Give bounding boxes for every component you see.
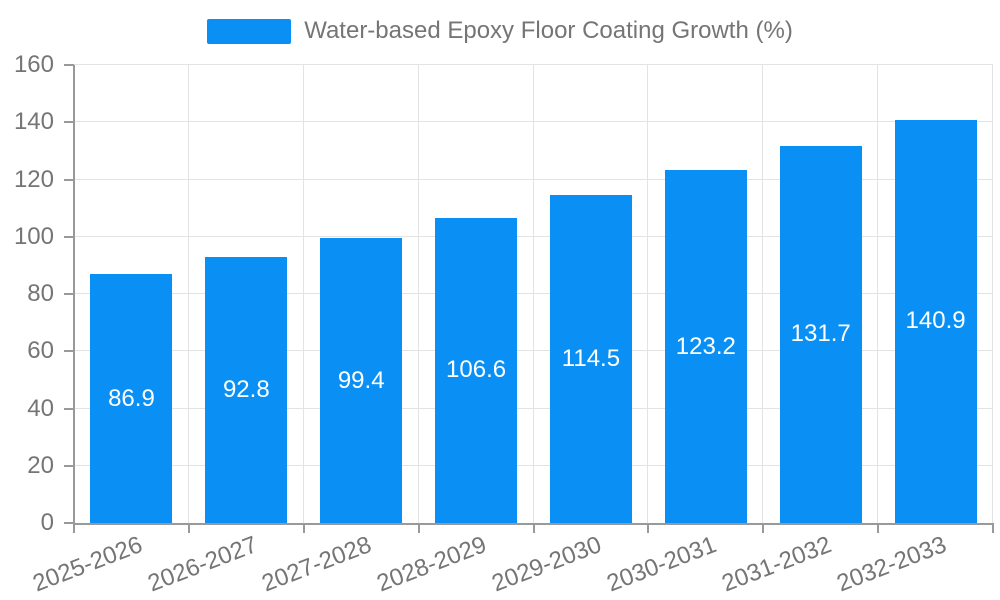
legend-swatch-icon: [207, 18, 292, 44]
bar-value-label: 140.9: [905, 307, 966, 335]
bar[interactable]: 106.6: [435, 217, 518, 523]
x-gridline: [877, 65, 879, 523]
y-axis-tick: [64, 64, 74, 66]
x-gridline: [762, 65, 764, 523]
x-axis-tick-label: 2029-2030: [488, 531, 606, 598]
y-axis-tick-label: 60: [27, 337, 54, 365]
bar[interactable]: 99.4: [320, 238, 403, 523]
x-axis-tick: [647, 523, 650, 533]
bar-value-label: 106.6: [446, 356, 507, 384]
y-axis-tick-label: 20: [27, 451, 54, 479]
bar-value-label: 86.9: [108, 384, 155, 412]
x-axis-tick-label: 2028-2029: [373, 531, 491, 598]
y-axis-tick-label: 100: [13, 222, 54, 250]
y-axis-tick: [64, 178, 74, 181]
bar-value-label: 123.2: [675, 332, 736, 360]
x-axis-tick: [417, 523, 420, 533]
x-axis-tick-label: 2025-2026: [28, 531, 146, 598]
y-axis-tick-label: 40: [27, 394, 54, 422]
y-gridline: [74, 121, 993, 123]
x-axis-tick: [877, 523, 880, 533]
x-axis-tick-label: 2031-2032: [718, 531, 836, 598]
bar[interactable]: 86.9: [90, 274, 173, 523]
x-axis-tick-label: 2027-2028: [258, 531, 376, 598]
y-axis-tick: [64, 350, 74, 353]
x-axis-tick-label: 2030-2031: [603, 531, 721, 598]
y-gridline: [74, 407, 993, 409]
y-axis-tick-label: 140: [13, 108, 54, 136]
x-gridline: [417, 65, 419, 523]
y-gridline: [74, 293, 993, 294]
y-gridline: [74, 464, 993, 466]
x-axis-tick: [762, 523, 765, 533]
y-axis-tick-label: 80: [27, 280, 54, 307]
y-axis-tick: [64, 407, 74, 410]
x-gridline: [532, 65, 534, 523]
y-axis-tick: [64, 293, 74, 295]
y-axis-tick-label: 0: [40, 509, 54, 536]
x-axis-tick-label: 2032-2033: [833, 531, 950, 598]
x-axis-tick: [992, 523, 994, 533]
y-gridline: [74, 64, 993, 65]
bar[interactable]: 140.9: [894, 119, 977, 523]
x-axis-line: [73, 523, 994, 525]
legend-item[interactable]: Water-based Epoxy Floor Coating Growth (…: [0, 17, 1000, 45]
y-axis-line: [73, 65, 75, 523]
x-gridline: [992, 65, 993, 523]
y-axis-tick: [64, 235, 74, 238]
y-gridline: [74, 235, 993, 237]
x-axis-tick: [73, 523, 75, 533]
bar-value-label: 114.5: [561, 345, 621, 373]
y-axis-tick: [64, 121, 74, 124]
x-gridline: [187, 65, 189, 523]
x-axis-tick: [532, 523, 535, 533]
bar[interactable]: 92.8: [205, 257, 288, 523]
bar[interactable]: 123.2: [664, 170, 747, 523]
bar-value-label: 131.7: [790, 320, 851, 348]
x-axis-tick: [302, 523, 305, 533]
y-axis-tick-label: 120: [13, 165, 54, 193]
x-axis-tick: [187, 523, 190, 533]
y-gridline: [74, 178, 993, 180]
x-gridline: [647, 65, 649, 523]
x-gridline: [302, 65, 304, 523]
bar-value-label: 92.8: [222, 376, 270, 404]
y-axis-tick-label: 160: [13, 51, 54, 78]
bar[interactable]: 131.7: [779, 146, 862, 523]
x-axis-tick-label: 2026-2027: [143, 531, 261, 598]
legend-label: Water-based Epoxy Floor Coating Growth (…: [304, 17, 793, 44]
y-axis-tick: [64, 464, 74, 467]
y-gridline: [74, 350, 993, 352]
bar[interactable]: 114.5: [549, 195, 632, 523]
y-axis-tick: [64, 522, 74, 524]
bar-value-label: 99.4: [337, 366, 385, 394]
